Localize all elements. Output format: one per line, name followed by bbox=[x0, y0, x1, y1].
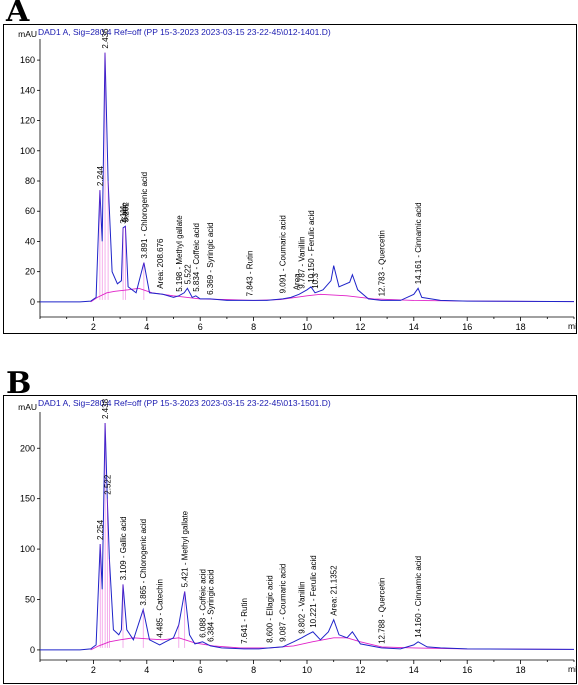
x-tick-label: 6 bbox=[198, 322, 203, 332]
x-axis-unit: mi bbox=[568, 321, 577, 331]
y-tick-label: 100 bbox=[20, 544, 35, 554]
x-tick-label: 18 bbox=[516, 665, 526, 675]
panel-a-letter: A bbox=[6, 0, 30, 29]
peak-label: 9.087 - Coumaric acid bbox=[279, 564, 288, 642]
y-axis-unit: mAU bbox=[18, 402, 37, 412]
panel-b-header: DAD1 A, Sig=280.4 Ref=off (PP 15-3-2023 … bbox=[38, 398, 331, 408]
y-tick-label: 150 bbox=[20, 494, 35, 504]
peak-label: 9.091 - Coumaric acid bbox=[279, 215, 288, 293]
x-tick-label: 18 bbox=[516, 322, 526, 332]
panel-a-header: DAD1 A, Sig=280.4 Ref=off (PP 15-3-2023 … bbox=[38, 27, 331, 37]
peak-label: 4.485 - Catechin bbox=[156, 579, 165, 638]
x-tick-label: 10 bbox=[302, 322, 312, 332]
x-axis-unit: mi bbox=[568, 664, 577, 674]
panel-a-chromatogram: DAD1 A, Sig=280.4 Ref=off (PP 15-3-2023 … bbox=[3, 24, 577, 334]
y-tick-label: 0 bbox=[30, 297, 35, 307]
peak-label: 6.088 - Coffeic acid bbox=[199, 569, 208, 638]
peak-label: 3.865 - Chlorogenic acid bbox=[139, 519, 148, 606]
peak-label: 2.522 bbox=[103, 474, 112, 495]
y-tick-label: 50 bbox=[25, 595, 35, 605]
panel-b-chromatogram: DAD1 A, Sig=280.4 Ref=off (PP 15-3-2023 … bbox=[3, 395, 577, 684]
peak-label: 5.522 bbox=[183, 264, 192, 285]
peak-label: 12.783 - Quercetin bbox=[377, 230, 386, 296]
peak-label: 10.150 - Ferulic acid bbox=[307, 210, 316, 282]
x-tick-label: 8 bbox=[251, 322, 256, 332]
peak-label: 12.788 - Quercetin bbox=[377, 578, 386, 644]
peak-label: 10.3 bbox=[311, 273, 320, 289]
peak-label: Area: 208.676 bbox=[156, 238, 165, 289]
x-tick-label: 16 bbox=[462, 322, 472, 332]
x-tick-label: 10 bbox=[302, 665, 312, 675]
peak-label: 9.787 - Vanillin bbox=[297, 236, 306, 288]
peak-label: 5.421 - Methyl gallate bbox=[181, 510, 190, 587]
peak-label: 14.161 - Cinnamic acid bbox=[414, 202, 423, 284]
x-tick-label: 2 bbox=[91, 665, 96, 675]
x-tick-label: 14 bbox=[409, 665, 419, 675]
y-tick-label: 20 bbox=[25, 267, 35, 277]
y-tick-label: 140 bbox=[20, 85, 35, 95]
peak-label: 7.641 - Rutin bbox=[240, 598, 249, 644]
panel-a-chart: mAU mi 0 20 40 60 80 100 120 140 160 2 4 6 8 10 12 14 16 18… bbox=[18, 28, 577, 332]
integration-baseline bbox=[90, 287, 575, 303]
peak-label: 7.843 - Rutin bbox=[245, 251, 254, 297]
chromatogram-trace bbox=[40, 52, 575, 303]
y-axis-unit: mAU bbox=[18, 29, 37, 39]
x-tick-label: 12 bbox=[355, 322, 365, 332]
x-tick-label: 2 bbox=[91, 322, 96, 332]
peak-label: 3.111 bbox=[119, 204, 128, 223]
peak-label: 10.221 - Ferulic acid bbox=[309, 555, 318, 627]
integration-baseline bbox=[90, 637, 575, 651]
y-tick-label: 200 bbox=[20, 443, 35, 453]
peak-label: 3.109 - Gallic acid bbox=[119, 516, 128, 580]
y-tick-label: 100 bbox=[20, 146, 35, 156]
peak-label: Gallic bbox=[120, 202, 129, 222]
panel-b-chart: mAU mi 0 50 100 150 200 2 4 6 8 10 12 14 16 18 2.254 2.43… bbox=[18, 398, 577, 675]
y-tick-label: 0 bbox=[30, 645, 35, 655]
x-tick-label: 4 bbox=[144, 322, 149, 332]
peak-label: 3.891 - Chlorogenic acid bbox=[140, 172, 149, 259]
peak-label: 9.802 - Vanillin bbox=[298, 581, 307, 633]
peak-label: 2.438 bbox=[101, 398, 110, 419]
x-tick-label: 4 bbox=[144, 665, 149, 675]
peak-label: 6.369 - Syringic acid bbox=[206, 222, 215, 294]
peak-label: 2.244 bbox=[96, 166, 105, 187]
y-tick-label: 40 bbox=[25, 236, 35, 246]
peak-label: 8.600 - Ellagic acid bbox=[266, 575, 275, 643]
peak-label: 5.198 - Methyl gallate bbox=[175, 215, 184, 292]
y-tick-label: 120 bbox=[20, 116, 35, 126]
x-tick-label: 16 bbox=[462, 665, 472, 675]
peak-label: 5.834 - Coffeic acid bbox=[192, 223, 201, 292]
x-tick-label: 14 bbox=[409, 322, 419, 332]
y-tick-label: 160 bbox=[20, 55, 35, 65]
x-tick-label: 8 bbox=[251, 665, 256, 675]
x-tick-label: 12 bbox=[355, 665, 365, 675]
peak-label: 14.160 - Cinnamic acid bbox=[414, 556, 423, 638]
peak-label: 2.254 bbox=[96, 519, 105, 540]
chromatogram-trace bbox=[40, 422, 575, 651]
y-tick-label: 80 bbox=[25, 176, 35, 186]
peak-label: Area: 21.1352 bbox=[330, 565, 339, 616]
y-tick-label: 60 bbox=[25, 206, 35, 216]
peak-label: 6.384 - Syringic acid bbox=[207, 569, 216, 641]
peak-label: 3.202 bbox=[122, 202, 131, 223]
x-tick-label: 6 bbox=[198, 665, 203, 675]
peak-label: Area bbox=[292, 273, 301, 290]
peak-label: 2.436 bbox=[101, 28, 110, 49]
